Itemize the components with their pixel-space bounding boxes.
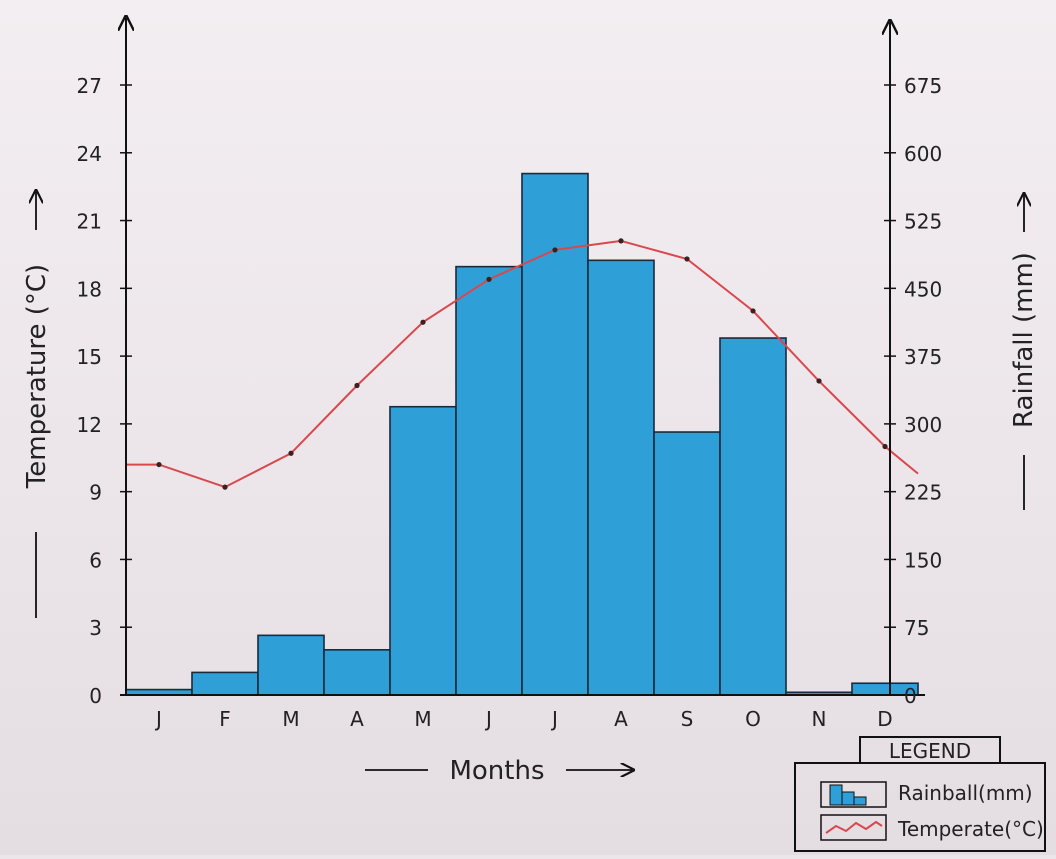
rainfall-bar (455, 265, 523, 696)
temperature-point (420, 319, 426, 325)
x-tick-label: D (877, 707, 892, 731)
right-tick-label: 450 (904, 277, 942, 301)
temperature-points (156, 238, 888, 490)
rainfall-bar (191, 671, 259, 696)
temperature-line (126, 239, 919, 489)
x-tick-label: J (550, 707, 558, 731)
legend: LEGEND Rainball(mm) Temperate(°C) (794, 736, 1046, 852)
temperature-point (156, 461, 162, 468)
x-tick-label: F (219, 707, 231, 731)
right-tick-label: 150 (904, 548, 942, 572)
temperature-point (222, 484, 228, 490)
temperature-point (816, 378, 822, 384)
right-tick-label: 675 (904, 74, 942, 98)
right-tick-label: 600 (904, 142, 942, 166)
x-axis-title: Months (449, 756, 544, 786)
x-tick-label: S (681, 707, 694, 731)
x-tick-label: N (812, 707, 827, 731)
x-tick-label: A (350, 707, 364, 731)
rainfall-bar (389, 405, 457, 696)
temperature-point (618, 238, 624, 244)
rainfall-bar (719, 337, 787, 696)
legend-line-swatch (820, 814, 887, 841)
temperature-point (288, 450, 294, 456)
right-tick-label: 525 (904, 210, 942, 234)
x-tick-label: A (614, 707, 628, 731)
legend-box (794, 762, 1046, 852)
left-tick-label: 6 (89, 548, 102, 572)
legend-item-rainfall: Rainball(mm) (820, 781, 1033, 808)
legend-bar-swatch (820, 781, 887, 808)
left-tick-label: 9 (89, 481, 102, 505)
legend-title: LEGEND (889, 739, 971, 763)
x-tick-label: J (484, 707, 492, 731)
left-tick-label: 21 (77, 210, 102, 234)
left-tick-label: 3 (89, 616, 102, 640)
left-axis-ticks: 0 3 6 9 12 15 18 21 24 27 (77, 74, 132, 708)
right-tick-label: 375 (904, 345, 942, 369)
legend-label-temperature: Temperate(°C) (897, 817, 1044, 841)
rainfall-bar (257, 634, 325, 696)
temperature-point (486, 276, 492, 282)
right-axis-title: Rainfall (mm) (1009, 252, 1039, 428)
left-tick-label: 12 (77, 413, 102, 437)
rainfall-bar (323, 649, 391, 696)
rainfall-bars (125, 172, 919, 696)
x-tick-label: M (414, 707, 431, 731)
right-axis-ticks: 0 75 150 225 300 375 450 525 600 675 (884, 74, 942, 708)
x-tick-label: J (154, 707, 162, 731)
right-tick-label: 0 (904, 684, 917, 708)
temperature-point (552, 247, 558, 253)
left-tick-label: 15 (77, 345, 102, 369)
left-tick-label: 18 (77, 277, 102, 301)
left-tick-label: 27 (77, 74, 102, 98)
right-tick-label: 225 (904, 481, 942, 505)
left-tick-label: 0 (89, 684, 102, 708)
right-axis-title-group: Rainfall (mm) (1009, 195, 1039, 510)
legend-item-temperature: Temperate(°C) (820, 814, 1044, 841)
x-axis-title-group: Months (365, 756, 632, 786)
x-tick-label: O (745, 707, 761, 731)
x-tick-label: M (282, 707, 299, 731)
temperature-point (750, 308, 756, 314)
temperature-point (882, 443, 888, 450)
right-tick-label: 75 (904, 616, 929, 640)
temperature-point (354, 382, 360, 389)
right-tick-label: 300 (904, 413, 942, 437)
rainfall-bar (653, 431, 721, 696)
left-axis-title-group: Temperature (°C) (22, 192, 52, 618)
rainfall-bar (587, 259, 655, 696)
left-tick-label: 24 (77, 142, 102, 166)
left-axis-title: Temperature (°C) (22, 264, 52, 489)
temperature-point (684, 256, 690, 262)
legend-label-rainfall: Rainball(mm) (898, 781, 1033, 805)
